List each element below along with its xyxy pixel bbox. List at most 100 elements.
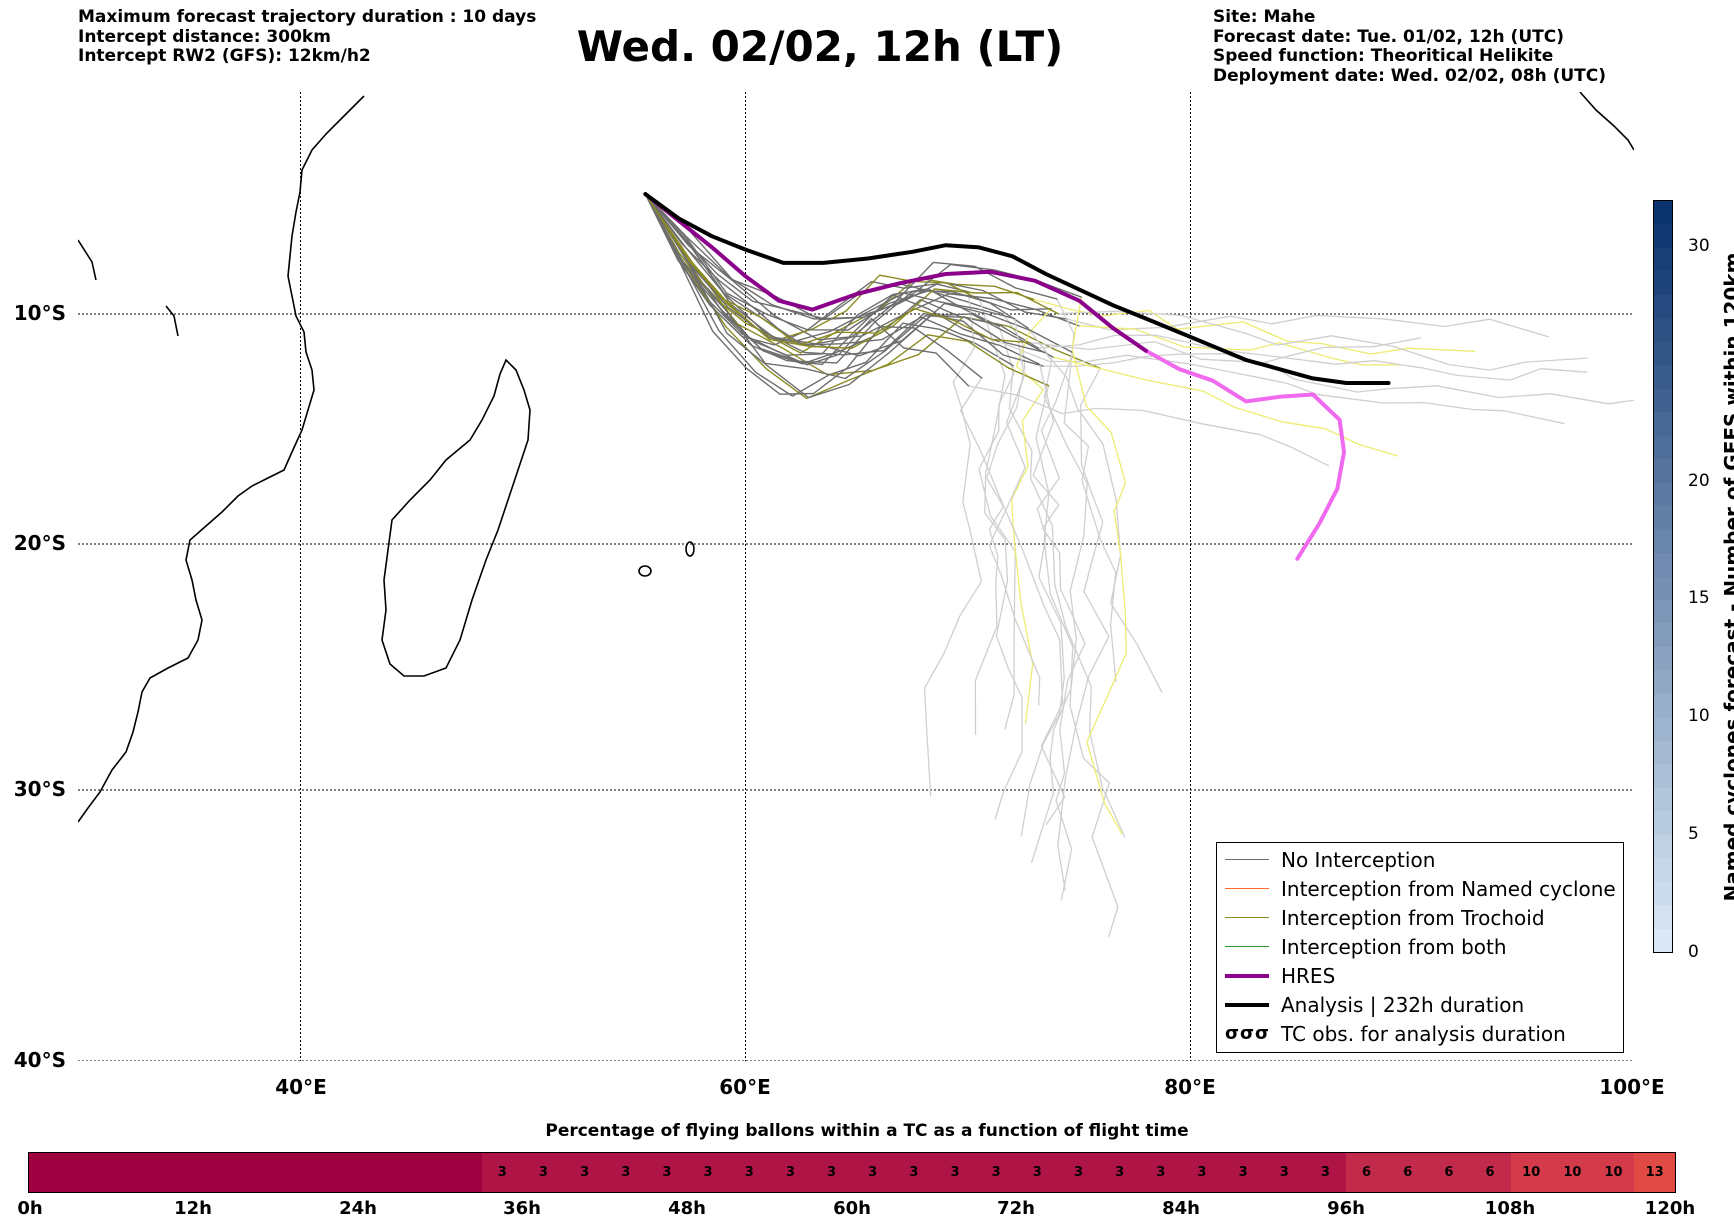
- tc-percentage-cell: 3: [769, 1153, 811, 1192]
- flight-time-label: 108h: [1484, 1198, 1536, 1219]
- colorbar-cell: [1654, 693, 1672, 718]
- ensemble-continuation: [974, 313, 1026, 735]
- tc-percentage-cell: 10: [1592, 1153, 1635, 1192]
- intercept-rw2-text: Intercept RW2 (GFS): 12km/h2: [78, 46, 371, 66]
- colorbar-cell: [1654, 764, 1672, 788]
- lat-label-30s: 30°S: [13, 777, 66, 801]
- tc-percentage-title: Percentage of flying ballons within a TC…: [545, 1121, 1189, 1141]
- ensemble-continuation: [1071, 296, 1127, 835]
- flight-time-label: 60h: [833, 1198, 871, 1219]
- ensemble-continuation: [1027, 327, 1088, 863]
- ensemble-continuation: [1008, 364, 1126, 838]
- island-zanzibar: [165, 305, 179, 337]
- legend-line: [1225, 973, 1269, 978]
- lat-label-20s: 20°S: [13, 531, 66, 555]
- colorbar-cell: [1654, 365, 1672, 389]
- colorbar-cell: [1654, 459, 1672, 483]
- speed-function-text: Speed function: Theoritical Helikite: [1213, 46, 1554, 66]
- colorbar-cell: [1654, 811, 1672, 835]
- no-interception-track: [644, 193, 1016, 343]
- flight-time-label: 120h: [1644, 1198, 1696, 1219]
- africa-coastline: [78, 95, 365, 823]
- ensemble-continuation: [1042, 337, 1422, 368]
- ensemble-continuation: [978, 325, 1016, 730]
- lon-label-60e: 60°E: [719, 1075, 771, 1099]
- tc-percentage-cell: 6: [1387, 1153, 1429, 1192]
- colorbar-cell: [1654, 341, 1672, 366]
- tc-percentage-cell: 3: [1181, 1153, 1223, 1192]
- legend-item-tc-obs: σσσ TC obs. for analysis duration: [1225, 1019, 1566, 1048]
- ensemble-continuation: [1020, 351, 1074, 837]
- ensemble-continuation: [1032, 298, 1476, 355]
- hres-continuation: [1144, 348, 1346, 561]
- red-sea-coast: [78, 239, 97, 281]
- tc-percentage-cell: 3: [481, 1153, 523, 1192]
- tc-percentage-cell: 3: [1057, 1153, 1100, 1192]
- island-reunion: [685, 541, 695, 557]
- ensemble-continuation: [1032, 363, 1086, 901]
- intercept-distance-text: Intercept distance: 300km: [78, 26, 331, 47]
- colorbar-cell: [1654, 599, 1672, 624]
- ensemble-continuation: [1057, 367, 1110, 891]
- tc-symbol-icon: σσσ: [1225, 1023, 1271, 1044]
- map-legend: No Interception Interception from Named …: [1216, 842, 1624, 1053]
- lat-label-40s: 40°S: [13, 1048, 66, 1072]
- tc-percentage-cell: 3: [1099, 1153, 1141, 1192]
- legend-label: Interception from both: [1281, 934, 1507, 959]
- trochoid-track: [644, 193, 1059, 349]
- colorbar-cell: [1654, 506, 1672, 530]
- tc-percentage-cell: 3: [893, 1153, 935, 1192]
- legend-label: TC obs. for analysis duration: [1281, 1021, 1566, 1046]
- tc-percentage-bar: 3 3 3 3 3 3 3 3 3 3 3 3 3 3 3 3 3 3 3 3 3 6 6 6 6 10 10 10 13: [28, 1152, 1676, 1193]
- colorbar-tick: 20: [1688, 471, 1710, 491]
- colorbar-cell: [1654, 482, 1672, 507]
- tc-percentage-cell: 6: [1469, 1153, 1511, 1192]
- legend-item-named-cyclone: Interception from Named cyclone: [1225, 874, 1616, 903]
- colorbar-cell: [1654, 623, 1672, 647]
- legend-line: [1225, 859, 1269, 860]
- legend-label: No Interception: [1281, 847, 1436, 872]
- colorbar-cell: [1654, 318, 1672, 342]
- tc-percentage-cell: 10: [1551, 1153, 1593, 1192]
- colorbar-tick: 15: [1688, 588, 1710, 608]
- tc-percentage-cell: 3: [975, 1153, 1017, 1192]
- tc-percentage-cell: [275, 1153, 318, 1192]
- site-text: Site: Mahe: [1213, 7, 1316, 27]
- no-interception-track: [644, 193, 1046, 380]
- colorbar-cell: [1654, 201, 1672, 225]
- legend-label: Analysis | 232h duration: [1281, 992, 1525, 1017]
- site-info: Site: Mahe Forecast date: Tue. 01/02, 12…: [1213, 8, 1606, 86]
- flight-time-label: 36h: [503, 1198, 541, 1219]
- tc-percentage-cell: 3: [728, 1153, 770, 1192]
- colorbar-cell: [1654, 529, 1672, 554]
- legend-item-hres: HRES: [1225, 961, 1335, 990]
- no-interception-track: [644, 193, 1041, 365]
- hres-track: [643, 192, 1148, 353]
- tc-percentage-cell: 3: [522, 1153, 565, 1192]
- ensemble-continuation: [998, 340, 1565, 425]
- tc-percentage-cell: 13: [1634, 1153, 1676, 1192]
- colorbar-tick: 10: [1688, 706, 1710, 726]
- colorbar-cell: [1654, 834, 1672, 859]
- tc-percentage-cell: 10: [1510, 1153, 1552, 1192]
- colorbar-cell: [1654, 670, 1672, 694]
- legend-item-no-interception: No Interception: [1225, 845, 1435, 874]
- trochoid-track: [644, 193, 981, 341]
- india-coastline: [1579, 92, 1634, 151]
- run-parameters: Maximum forecast trajectory duration : 1…: [78, 8, 536, 67]
- colorbar-cell: [1654, 553, 1672, 577]
- legend-item-both: Interception from both: [1225, 932, 1507, 961]
- colorbar-cell: [1654, 881, 1672, 906]
- graticule: [78, 92, 1634, 1061]
- colorbar-cell: [1654, 928, 1672, 952]
- tc-percentage-cell: [152, 1153, 194, 1192]
- colorbar-tick: 30: [1688, 236, 1710, 256]
- legend-line: [1225, 946, 1269, 947]
- ensemble-continuation: [1035, 385, 1119, 938]
- forecast-date-text: Forecast date: Tue. 01/02, 12h (UTC): [1213, 26, 1564, 47]
- tc-percentage-cell: 3: [1016, 1153, 1058, 1192]
- lon-label-80e: 80°E: [1164, 1075, 1216, 1099]
- lon-label-100e: 100°E: [1599, 1075, 1665, 1099]
- ensemble-continuation: [988, 317, 1041, 706]
